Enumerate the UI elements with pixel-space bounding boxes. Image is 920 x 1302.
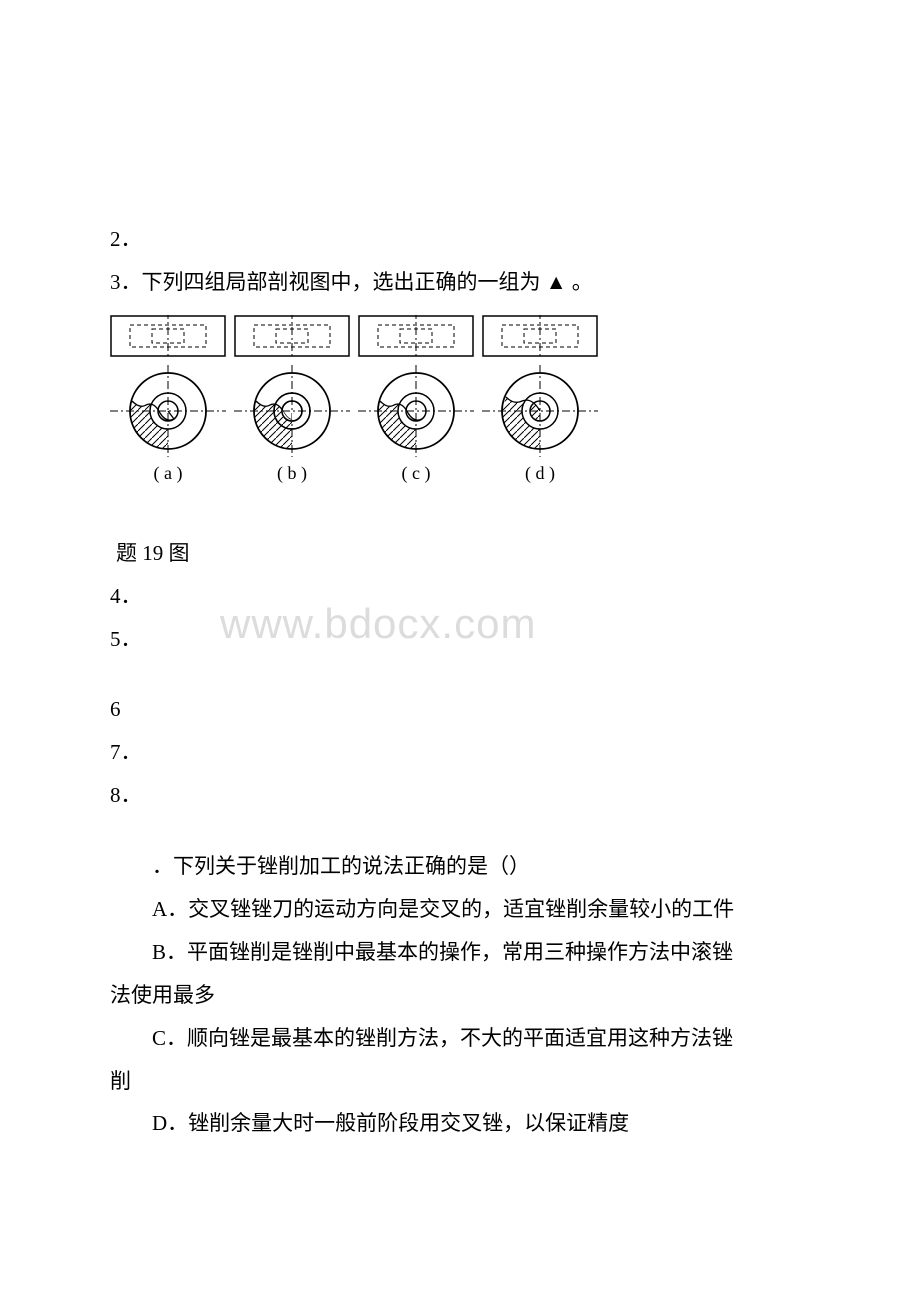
top-view-b xyxy=(234,315,350,357)
document-content: 2． 3．下列四组局部剖视图中，选出正确的一组为 ▲ 。 xyxy=(110,220,810,1144)
diagram-b xyxy=(234,315,350,461)
top-view-c xyxy=(358,315,474,357)
diagram-d xyxy=(482,315,598,461)
item-8: 8． xyxy=(110,776,810,816)
item-5: 5． xyxy=(110,620,810,660)
option-b-line2: 法使用最多 xyxy=(110,976,810,1016)
option-a: A．交叉锉锉刀的运动方向是交叉的，适宜锉削余量较小的工件 xyxy=(110,890,810,930)
option-c-line1: C．顺向锉是最基本的锉削方法，不大的平面适宜用这种方法锉 xyxy=(110,1019,810,1059)
item-2: 2． xyxy=(110,220,810,260)
diagram-row xyxy=(110,315,810,461)
top-view-d xyxy=(482,315,598,357)
section-view-d xyxy=(482,361,598,461)
question-stem: ．下列关于锉削加工的说法正确的是（） xyxy=(110,847,810,887)
label-d: ( d ) xyxy=(482,463,598,484)
diagram-c xyxy=(358,315,474,461)
item-4: 4． xyxy=(110,577,810,617)
diagram-labels: ( a ) ( b ) ( c ) ( d ) xyxy=(110,463,810,484)
section-view-a xyxy=(110,361,226,461)
option-d: D．锉削余量大时一般前阶段用交叉锉，以保证精度 xyxy=(110,1104,810,1144)
top-view-a xyxy=(110,315,226,357)
option-c-line2: 削 xyxy=(110,1062,810,1102)
figure-caption: 题 19 图 xyxy=(116,534,810,574)
item-6: 6 xyxy=(110,690,810,730)
item-3: 3．下列四组局部剖视图中，选出正确的一组为 ▲ 。 xyxy=(110,263,810,303)
diagram-a xyxy=(110,315,226,461)
label-b: ( b ) xyxy=(234,463,350,484)
label-c: ( c ) xyxy=(358,463,474,484)
option-b-line1: B．平面锉削是锉削中最基本的操作，常用三种操作方法中滚锉 xyxy=(110,933,810,973)
section-view-b xyxy=(234,361,350,461)
label-a: ( a ) xyxy=(110,463,226,484)
item-7: 7． xyxy=(110,733,810,773)
section-view-c xyxy=(358,361,474,461)
